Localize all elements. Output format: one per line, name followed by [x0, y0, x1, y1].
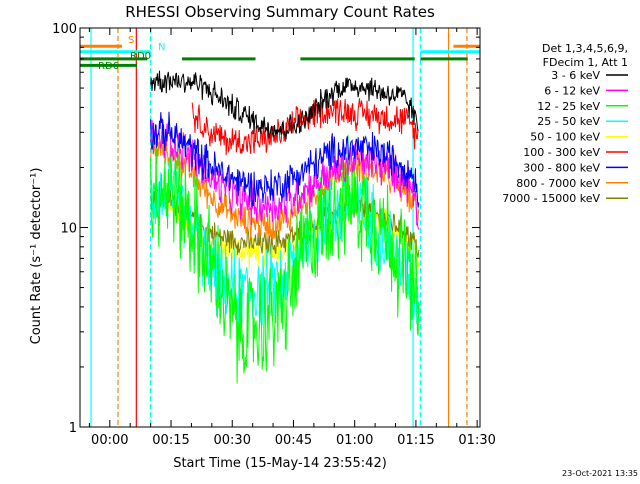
legend-header-1: FDecim 1, Att 1 — [543, 56, 628, 69]
series-line-6 — [150, 111, 420, 208]
legend-label-3: 25 - 50 keV — [537, 115, 600, 128]
series-line-0 — [150, 70, 419, 140]
legend-label-0: 3 - 6 keV — [551, 69, 600, 82]
legend-label-5: 100 - 300 keV — [523, 146, 600, 159]
x-tick-label-1: 00:15 — [152, 433, 189, 448]
legend-header-0: Det 1,3,4,5,6,9, — [542, 42, 628, 55]
x-tick-label-4: 01:00 — [336, 433, 373, 448]
legend-label-8: 7000 - 15000 keV — [502, 192, 600, 205]
legend-label-4: 50 - 100 keV — [530, 131, 600, 144]
x-tick-label-5: 01:15 — [397, 433, 434, 448]
y-tick-label-0: 1 — [69, 421, 77, 436]
flag-label-2: RD0 — [130, 51, 151, 62]
x-tick-label-2: 00:30 — [214, 433, 251, 448]
x-tick-label-6: 01:30 — [458, 433, 495, 448]
chart-title: RHESSI Observing Summary Count Rates — [125, 3, 435, 21]
legend-label-6: 300 - 800 keV — [523, 161, 600, 174]
y-axis-label: Count Rate (s⁻¹ detector⁻¹) — [29, 168, 44, 345]
legend-label-7: 800 - 7000 keV — [516, 177, 600, 190]
legend: Det 1,3,4,5,6,9,FDecim 1, Att 13 - 6 keV… — [502, 42, 628, 205]
vertical-markers — [90, 28, 468, 427]
flag-label-3: RD6 — [98, 61, 119, 72]
y-tick-label-1: 10 — [60, 222, 77, 237]
x-tick-label-3: 00:45 — [275, 433, 312, 448]
flag-label-1: N — [158, 42, 165, 53]
legend-label-1: 6 - 12 keV — [544, 84, 600, 97]
flag-label-0: S — [128, 35, 134, 46]
x-tick-label-0: 00:00 — [91, 433, 128, 448]
plot-date-footer: 23-Oct-2021 13:35 — [562, 469, 638, 478]
legend-label-2: 12 - 25 keV — [537, 100, 600, 113]
flag-bars: S N RD0 RD6 — [80, 35, 480, 72]
series-lines — [150, 70, 420, 384]
series-line-2 — [150, 134, 420, 384]
x-axis-label: Start Time (15-May-14 23:55:42) — [173, 456, 387, 471]
y-tick-label-2: 100 — [52, 22, 77, 37]
axes: 00:00 00:15 00:30 00:45 01:00 01:15 01:30 1 10 10… — [52, 22, 496, 448]
